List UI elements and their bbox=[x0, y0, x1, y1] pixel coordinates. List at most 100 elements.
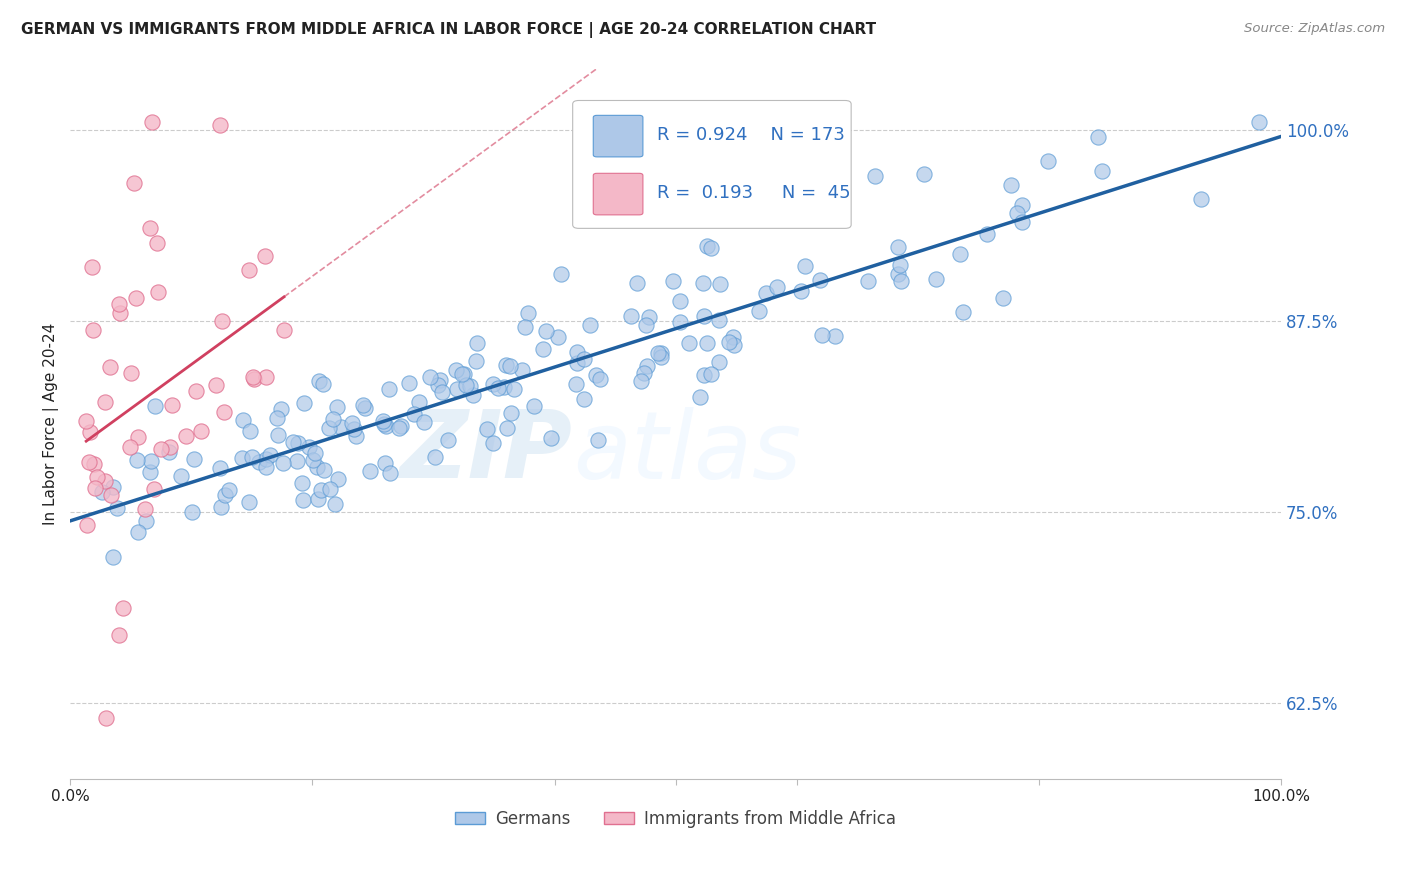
Point bbox=[567, 355, 589, 369]
Point bbox=[565, 377, 588, 392]
Point bbox=[696, 238, 718, 252]
Point bbox=[465, 354, 488, 368]
Point bbox=[404, 407, 426, 421]
Point bbox=[292, 396, 315, 410]
Point bbox=[242, 369, 264, 384]
Point bbox=[100, 359, 122, 374]
Point bbox=[806, 205, 828, 219]
Point bbox=[211, 314, 233, 328]
Point bbox=[80, 260, 103, 274]
Point bbox=[374, 419, 396, 434]
Point bbox=[1249, 115, 1271, 129]
Text: Source: ZipAtlas.com: Source: ZipAtlas.com bbox=[1244, 22, 1385, 36]
Point bbox=[1011, 215, 1033, 229]
Point bbox=[209, 118, 232, 132]
Point bbox=[291, 492, 314, 507]
Point bbox=[427, 378, 450, 392]
Point bbox=[510, 362, 533, 376]
Point bbox=[692, 276, 714, 290]
Point bbox=[77, 455, 100, 469]
Point bbox=[976, 227, 998, 242]
Point bbox=[322, 411, 344, 425]
Point bbox=[86, 470, 108, 484]
Point bbox=[1005, 206, 1028, 220]
Point bbox=[270, 402, 292, 417]
Point bbox=[218, 483, 240, 497]
Point bbox=[513, 320, 536, 334]
Point bbox=[329, 420, 352, 434]
Point bbox=[707, 355, 730, 369]
Point bbox=[127, 430, 149, 444]
Point bbox=[105, 500, 128, 515]
Point bbox=[486, 381, 509, 395]
Point bbox=[75, 413, 97, 427]
Point bbox=[343, 422, 366, 436]
Point bbox=[111, 600, 134, 615]
Point bbox=[139, 221, 162, 235]
Point bbox=[647, 346, 669, 360]
Point bbox=[463, 388, 485, 402]
Point bbox=[378, 467, 401, 481]
Point bbox=[190, 424, 212, 438]
Point bbox=[991, 292, 1014, 306]
Point bbox=[650, 346, 672, 360]
Point bbox=[100, 488, 122, 502]
Point bbox=[531, 342, 554, 356]
Point bbox=[238, 495, 260, 509]
Point bbox=[494, 380, 516, 394]
Point bbox=[309, 483, 332, 498]
FancyBboxPatch shape bbox=[572, 101, 851, 228]
Point bbox=[814, 207, 837, 221]
Point bbox=[285, 454, 308, 468]
Point bbox=[174, 429, 197, 443]
Point bbox=[748, 303, 770, 318]
Point bbox=[108, 628, 131, 642]
Point bbox=[146, 235, 169, 250]
Text: atlas: atlas bbox=[572, 407, 801, 498]
Point bbox=[208, 461, 231, 475]
Point bbox=[135, 514, 157, 528]
Point bbox=[388, 421, 411, 435]
Point bbox=[118, 440, 141, 454]
Point bbox=[259, 448, 281, 462]
Point bbox=[238, 424, 260, 438]
Point bbox=[181, 505, 204, 519]
Point bbox=[499, 406, 522, 420]
Point bbox=[723, 338, 745, 352]
Point bbox=[209, 500, 232, 514]
Point bbox=[148, 285, 170, 299]
Point bbox=[266, 428, 288, 442]
Point bbox=[699, 367, 721, 381]
Point bbox=[689, 390, 711, 404]
Point bbox=[626, 276, 648, 290]
Point bbox=[82, 323, 104, 337]
Point bbox=[287, 436, 309, 450]
Point bbox=[721, 330, 744, 344]
Point bbox=[952, 304, 974, 318]
Point bbox=[481, 436, 503, 450]
FancyBboxPatch shape bbox=[593, 173, 643, 215]
Point bbox=[183, 452, 205, 467]
Legend: Germans, Immigrants from Middle Africa: Germans, Immigrants from Middle Africa bbox=[449, 803, 903, 835]
Point bbox=[243, 372, 266, 386]
Point bbox=[359, 464, 381, 478]
Point bbox=[451, 368, 474, 382]
Point bbox=[669, 294, 692, 309]
Point bbox=[79, 425, 101, 439]
Point bbox=[291, 476, 314, 491]
Point bbox=[319, 482, 342, 496]
Point bbox=[83, 481, 105, 495]
Point bbox=[307, 491, 329, 506]
Point bbox=[887, 267, 910, 281]
Point bbox=[398, 376, 420, 391]
Point bbox=[1091, 164, 1114, 178]
Point bbox=[638, 310, 661, 324]
Point bbox=[620, 309, 643, 323]
Point bbox=[353, 398, 375, 412]
Point bbox=[354, 401, 377, 415]
Point bbox=[550, 267, 572, 281]
Point bbox=[253, 249, 276, 263]
Point bbox=[389, 418, 412, 433]
Text: R = 0.924    N = 173: R = 0.924 N = 173 bbox=[658, 127, 845, 145]
Point bbox=[160, 398, 183, 412]
